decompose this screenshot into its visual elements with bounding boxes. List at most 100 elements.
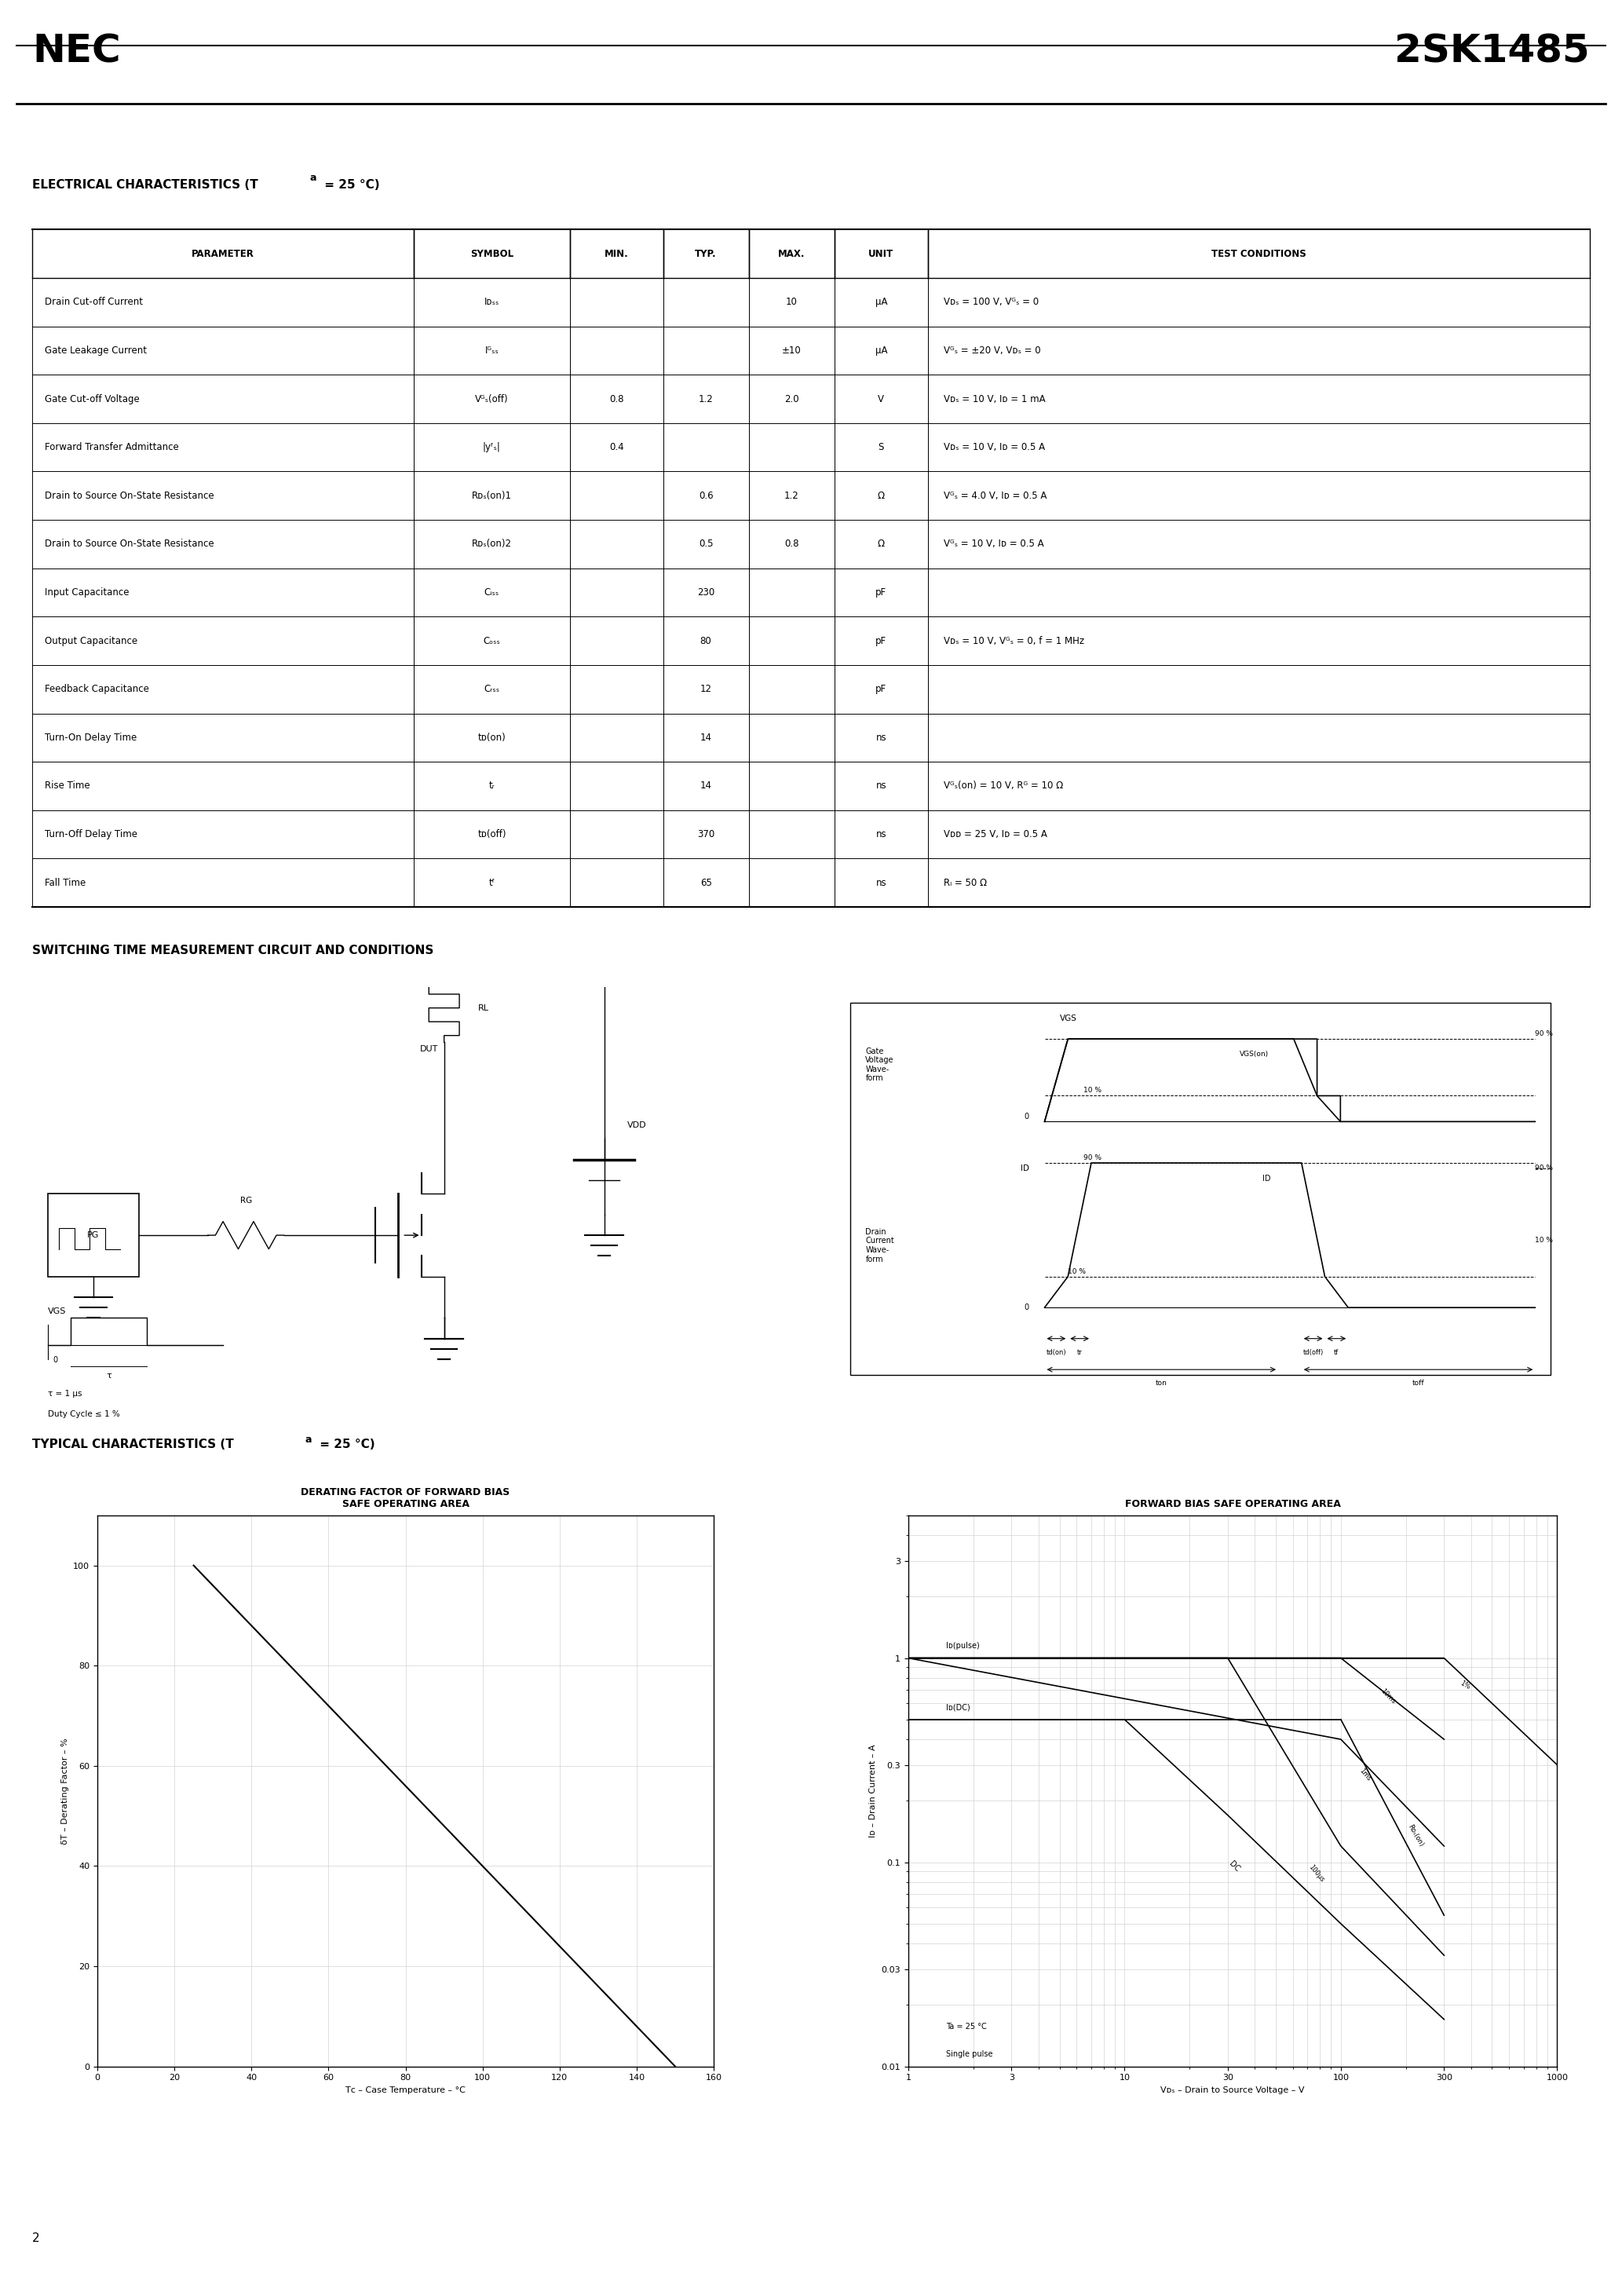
Text: Vᴳₛ(on) = 10 V, Rᴳ = 10 Ω: Vᴳₛ(on) = 10 V, Rᴳ = 10 Ω [944,781,1062,792]
Text: Drain to Source On-State Resistance: Drain to Source On-State Resistance [45,540,214,549]
Text: toff: toff [1413,1380,1424,1387]
Text: ton: ton [1155,1380,1168,1387]
Text: Vᴳₛ = ±20 V, Vᴅₛ = 0: Vᴳₛ = ±20 V, Vᴅₛ = 0 [944,344,1040,356]
Text: 2: 2 [32,2232,41,2245]
Text: 2SK1485: 2SK1485 [1395,32,1590,71]
Text: Rᴅₛ(on)2: Rᴅₛ(on)2 [472,540,513,549]
Text: Iᴅₛₛ: Iᴅₛₛ [485,296,500,308]
Text: Fall Time: Fall Time [45,877,86,889]
Text: Gate Leakage Current: Gate Leakage Current [45,344,148,356]
Title: FORWARD BIAS SAFE OPERATING AREA: FORWARD BIAS SAFE OPERATING AREA [1124,1499,1341,1508]
FancyBboxPatch shape [850,1003,1551,1375]
Text: μA: μA [874,344,887,356]
Text: Single pulse: Single pulse [946,2050,993,2057]
Text: Drain Cut-off Current: Drain Cut-off Current [45,296,143,308]
Text: Output Capacitance: Output Capacitance [45,636,138,645]
Text: SWITCHING TIME MEASUREMENT CIRCUIT AND CONDITIONS: SWITCHING TIME MEASUREMENT CIRCUIT AND C… [32,944,435,957]
Text: Iᴳₛₛ: Iᴳₛₛ [485,344,498,356]
Text: Vᴳₛ(on) = 10 V, Rᴳ = 10 Ω: Vᴳₛ(on) = 10 V, Rᴳ = 10 Ω [944,781,1062,792]
Text: Vᴳₛ(on) = 10 V, Rᴳ = 10 Ω: Vᴳₛ(on) = 10 V, Rᴳ = 10 Ω [944,781,1062,792]
Text: 10 %: 10 % [1534,1238,1554,1244]
Text: Ω: Ω [878,491,884,501]
Text: Vᴳₛ(off): Vᴳₛ(off) [475,395,509,404]
Text: 14: 14 [701,732,712,742]
X-axis label: Vᴅₛ – Drain to Source Voltage – V: Vᴅₛ – Drain to Source Voltage – V [1161,2087,1304,2094]
Text: 0.6: 0.6 [699,491,714,501]
Text: RG: RG [240,1196,251,1203]
Text: Cₒₛₛ: Cₒₛₛ [483,636,500,645]
Text: tᶠ: tᶠ [488,877,495,889]
Text: 90 %: 90 % [1534,1031,1554,1038]
Text: Gate
Voltage
Wave-
form: Gate Voltage Wave- form [866,1047,894,1081]
Text: ns: ns [876,829,886,840]
Text: VGS: VGS [1061,1015,1077,1022]
Text: a: a [310,172,316,184]
Text: Duty Cycle ≤ 1 %: Duty Cycle ≤ 1 % [47,1410,120,1419]
Text: Rᴅₛ(on): Rᴅₛ(on) [1406,1823,1424,1848]
Text: PG: PG [88,1231,99,1240]
Text: ns: ns [876,877,886,889]
Text: Rise Time: Rise Time [45,781,91,792]
Text: ID: ID [1262,1176,1270,1182]
Text: Ta = 25 °C: Ta = 25 °C [946,2023,988,2030]
Text: 0.8: 0.8 [785,540,798,549]
Text: 65: 65 [701,877,712,889]
Text: 0: 0 [54,1355,58,1364]
Text: Drain
Current
Wave-
form: Drain Current Wave- form [866,1228,894,1263]
Text: VGS: VGS [47,1306,67,1316]
Text: Ω: Ω [878,540,884,549]
Text: Vᴅₛ = 10 V, Iᴅ = 0.5 A: Vᴅₛ = 10 V, Iᴅ = 0.5 A [944,443,1045,452]
Text: Rₗ = 50 Ω: Rₗ = 50 Ω [944,877,986,889]
Text: tᵣ: tᵣ [488,781,495,792]
Text: 10: 10 [785,296,798,308]
Text: S: S [878,443,884,452]
Text: tᴅ(off): tᴅ(off) [477,829,506,840]
Text: 1.2: 1.2 [783,491,800,501]
Text: ±10: ±10 [782,344,801,356]
Text: = 25 °C): = 25 °C) [316,1437,375,1451]
Text: ID: ID [1020,1164,1028,1171]
Text: 0.5: 0.5 [699,540,714,549]
Text: MIN.: MIN. [605,248,628,259]
Text: TYPICAL CHARACTERISTICS (T: TYPICAL CHARACTERISTICS (T [32,1437,234,1451]
Y-axis label: Iᴅ – Drain Current – A: Iᴅ – Drain Current – A [869,1745,878,1837]
Text: V: V [878,395,884,404]
Text: Vᴅᴅ = 25 V, Iᴅ = 0.5 A: Vᴅᴅ = 25 V, Iᴅ = 0.5 A [944,829,1046,840]
Text: 12: 12 [701,684,712,693]
Text: PARAMETER: PARAMETER [191,248,255,259]
Text: Drain to Source On-State Resistance: Drain to Source On-State Resistance [45,491,214,501]
Text: 0: 0 [1023,1114,1028,1120]
Text: NEC: NEC [32,32,122,71]
Text: Rₗ = 50 Ω: Rₗ = 50 Ω [944,877,986,889]
Text: Input Capacitance: Input Capacitance [45,588,130,597]
Text: 2.0: 2.0 [783,395,800,404]
Text: Vᴳₛ = 10 V, Iᴅ = 0.5 A: Vᴳₛ = 10 V, Iᴅ = 0.5 A [944,540,1043,549]
Text: VDD: VDD [628,1120,647,1130]
Text: 80: 80 [701,636,712,645]
Text: Forward Transfer Admittance: Forward Transfer Admittance [45,443,178,452]
Text: Vᴅₛ = 100 V, Vᴳₛ = 0: Vᴅₛ = 100 V, Vᴳₛ = 0 [944,296,1038,308]
FancyBboxPatch shape [47,1194,139,1277]
Text: a: a [305,1435,311,1444]
Text: Iᴅ(pulse): Iᴅ(pulse) [946,1642,980,1649]
Text: Cᵢₛₛ: Cᵢₛₛ [485,588,500,597]
Text: tr: tr [1077,1348,1082,1357]
Text: MAX.: MAX. [779,248,805,259]
X-axis label: Tᴄ – Case Temperature – °C: Tᴄ – Case Temperature – °C [345,2087,466,2094]
Text: 10 %: 10 % [1083,1086,1101,1095]
Text: DC: DC [1228,1860,1241,1874]
Text: td(off): td(off) [1302,1348,1324,1357]
Text: 0.8: 0.8 [610,395,623,404]
Text: 0: 0 [1023,1304,1028,1311]
Text: ns: ns [876,781,886,792]
Text: 14: 14 [701,781,712,792]
Text: SYMBOL: SYMBOL [470,248,514,259]
Text: Gate Cut-off Voltage: Gate Cut-off Voltage [45,395,139,404]
Text: pF: pF [876,684,887,693]
Text: Turn-Off Delay Time: Turn-Off Delay Time [45,829,138,840]
Text: RL: RL [478,1003,490,1013]
Text: 100μs: 100μs [1307,1864,1325,1883]
Text: VGS(on): VGS(on) [1239,1052,1268,1058]
Text: 1ms: 1ms [1358,1768,1372,1782]
Text: pF: pF [876,636,887,645]
